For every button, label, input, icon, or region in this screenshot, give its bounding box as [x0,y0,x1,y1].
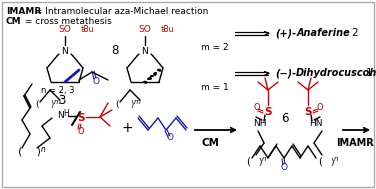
Text: ): ) [258,157,261,167]
Text: S: S [264,107,272,117]
Text: -Bu: -Bu [162,25,174,33]
Text: = Intramolecular aza-Michael reaction: = Intramolecular aza-Michael reaction [32,8,208,16]
Text: n = 2, 3: n = 2, 3 [41,87,75,95]
Text: -Bu: -Bu [82,25,94,33]
Text: 8: 8 [111,44,119,57]
Text: (−)-: (−)- [275,68,296,78]
Text: S: S [304,107,312,117]
Text: n: n [41,145,46,153]
Text: m = 2: m = 2 [201,43,229,53]
Text: O: O [92,77,100,87]
Text: m: m [54,99,61,105]
Text: O: O [317,104,323,112]
Text: 1: 1 [365,68,372,78]
Text: (+)-: (+)- [275,28,296,38]
Text: H: H [63,108,69,118]
Text: N: N [62,46,68,56]
Text: m: m [134,99,141,105]
Text: (: ( [18,147,23,157]
Text: NH: NH [253,119,267,129]
Text: N: N [57,112,64,121]
Text: Dihydrocuscohygrine: Dihydrocuscohygrine [296,68,376,78]
Text: CM: CM [201,138,219,148]
Text: O: O [167,133,173,143]
Text: Anaferine: Anaferine [297,28,351,38]
Text: ): ) [36,147,40,157]
Text: t: t [161,25,164,33]
Text: O: O [280,163,288,171]
Text: 6: 6 [281,112,289,125]
Text: m = 1: m = 1 [201,84,229,92]
Text: O: O [254,104,260,112]
Text: (: ( [318,157,322,167]
Text: SO: SO [139,25,152,33]
FancyBboxPatch shape [2,2,374,187]
Text: n: n [262,156,267,162]
Text: ): ) [130,101,133,109]
Text: IMAMR: IMAMR [336,138,374,148]
Text: O: O [78,126,84,136]
Text: ): ) [50,101,53,109]
Text: n: n [334,156,338,162]
Text: (: ( [246,157,250,167]
Text: SO: SO [59,25,71,33]
Text: ): ) [330,157,334,167]
Text: (: ( [35,101,38,109]
Text: N: N [142,46,149,56]
Text: 2: 2 [351,28,358,38]
Text: 3: 3 [58,94,66,106]
Text: (: ( [115,101,118,109]
Text: CM: CM [6,18,22,26]
Text: HN: HN [309,119,323,129]
Text: = cross metathesis: = cross metathesis [22,18,112,26]
Text: +: + [121,121,133,135]
Text: IMAMR: IMAMR [6,8,41,16]
Text: t: t [80,25,83,33]
Text: S: S [77,113,85,123]
